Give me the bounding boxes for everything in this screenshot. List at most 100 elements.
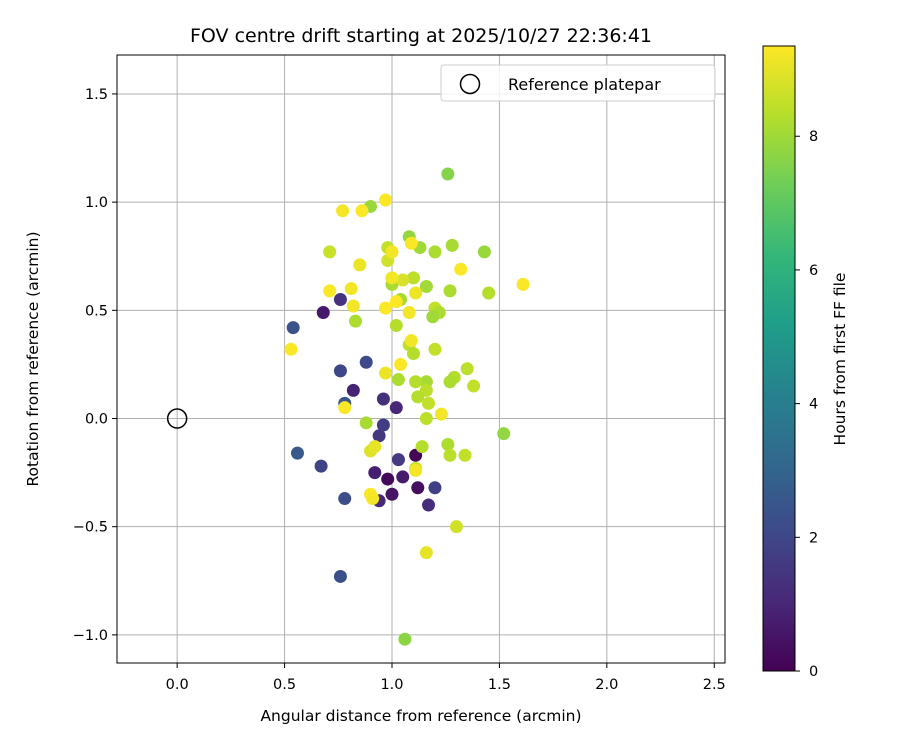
data-point (428, 245, 442, 259)
data-point (406, 347, 420, 361)
data-points (284, 167, 530, 646)
data-point (419, 412, 433, 426)
data-point (422, 498, 436, 512)
x-tick-label: 1.0 (380, 677, 403, 693)
data-point (376, 418, 390, 432)
data-point (389, 295, 403, 309)
y-axis: −1.0 −0.5 0.0 0.5 1.0 1.5 (73, 87, 117, 644)
y-tick-label: 1.5 (85, 87, 108, 103)
data-point (323, 245, 337, 259)
chart-title: FOV centre drift starting at 2025/10/27 … (190, 25, 652, 47)
y-tick-label: −1.0 (73, 628, 108, 644)
data-point (344, 282, 358, 296)
data-point (314, 459, 328, 473)
data-point (477, 245, 491, 259)
reference-marker-layer (166, 408, 188, 429)
data-point (426, 310, 440, 324)
data-point (346, 383, 360, 397)
y-tick-label: 0.5 (85, 303, 108, 319)
data-point (333, 364, 347, 378)
data-point (379, 366, 393, 380)
data-point (402, 305, 416, 319)
data-point (443, 375, 457, 389)
data-point (409, 375, 423, 389)
colorbar: 0 2 4 6 8 Hours from first FF file (762, 45, 849, 680)
data-point (333, 292, 347, 306)
colorbar-tick-label: 8 (809, 129, 818, 145)
data-point (445, 238, 459, 252)
data-point (336, 204, 350, 218)
data-point (359, 355, 373, 369)
x-tick-label: 2.5 (703, 677, 726, 693)
data-point (338, 401, 352, 415)
data-point (396, 470, 410, 484)
data-point (404, 334, 418, 348)
data-point (443, 284, 457, 298)
data-point (323, 284, 337, 298)
data-point (385, 245, 399, 259)
data-point (454, 262, 468, 276)
data-point (366, 492, 380, 506)
data-point (411, 481, 425, 495)
legend-marker-icon (459, 73, 481, 95)
data-point (359, 416, 373, 430)
data-point (379, 193, 393, 207)
data-point (376, 392, 390, 406)
data-point (372, 429, 386, 443)
data-point (391, 453, 405, 467)
data-point (355, 204, 369, 218)
plot-frame (116, 54, 726, 664)
y-tick-label: 0.0 (85, 412, 108, 428)
data-point (389, 401, 403, 415)
colorbar-ticks: 0 2 4 6 8 (795, 129, 818, 680)
x-axis-label: Angular distance from reference (arcmin) (260, 707, 581, 725)
reference-marker (166, 408, 188, 429)
data-point (394, 357, 408, 371)
y-tick-label: −0.5 (73, 520, 108, 536)
colorbar-tick-label: 4 (809, 397, 818, 413)
colorbar-tick-label: 0 (809, 664, 818, 680)
data-point (415, 440, 429, 454)
data-point (398, 632, 412, 646)
data-point (443, 448, 457, 462)
x-tick-label: 2.0 (595, 677, 618, 693)
data-point (389, 318, 403, 332)
data-point (409, 286, 423, 300)
data-point (419, 546, 433, 560)
data-point (458, 448, 472, 462)
data-point (286, 321, 300, 335)
data-point (411, 390, 425, 404)
data-point (396, 273, 410, 287)
data-point (381, 472, 395, 486)
x-axis: 0.0 0.5 1.0 1.5 2.0 2.5 (166, 663, 726, 693)
data-point (316, 305, 330, 319)
colorbar-tick-label: 6 (809, 263, 818, 279)
data-point (353, 258, 367, 272)
legend-box (440, 64, 716, 102)
data-point (428, 481, 442, 495)
y-tick-label: 1.0 (85, 195, 108, 211)
data-point (482, 286, 496, 300)
data-point (460, 362, 474, 376)
legend-label: Reference platepar (508, 75, 661, 94)
data-point (385, 271, 399, 285)
data-point (368, 466, 382, 480)
colorbar-tick-label: 2 (809, 530, 818, 546)
data-point (434, 407, 448, 421)
data-point (419, 280, 433, 294)
data-point (516, 277, 530, 291)
data-point (290, 446, 304, 460)
data-point (368, 440, 382, 454)
y-axis-label: Rotation from reference (arcmin) (24, 231, 42, 486)
colorbar-gradient (762, 45, 796, 672)
data-point (422, 396, 436, 410)
data-point (346, 299, 360, 313)
data-point (406, 271, 420, 285)
data-point (497, 427, 511, 441)
data-point (409, 463, 423, 477)
legend: Reference platepar (440, 64, 716, 102)
x-tick-label: 0.0 (166, 677, 189, 693)
x-tick-label: 0.5 (273, 677, 296, 693)
data-point (348, 314, 362, 328)
